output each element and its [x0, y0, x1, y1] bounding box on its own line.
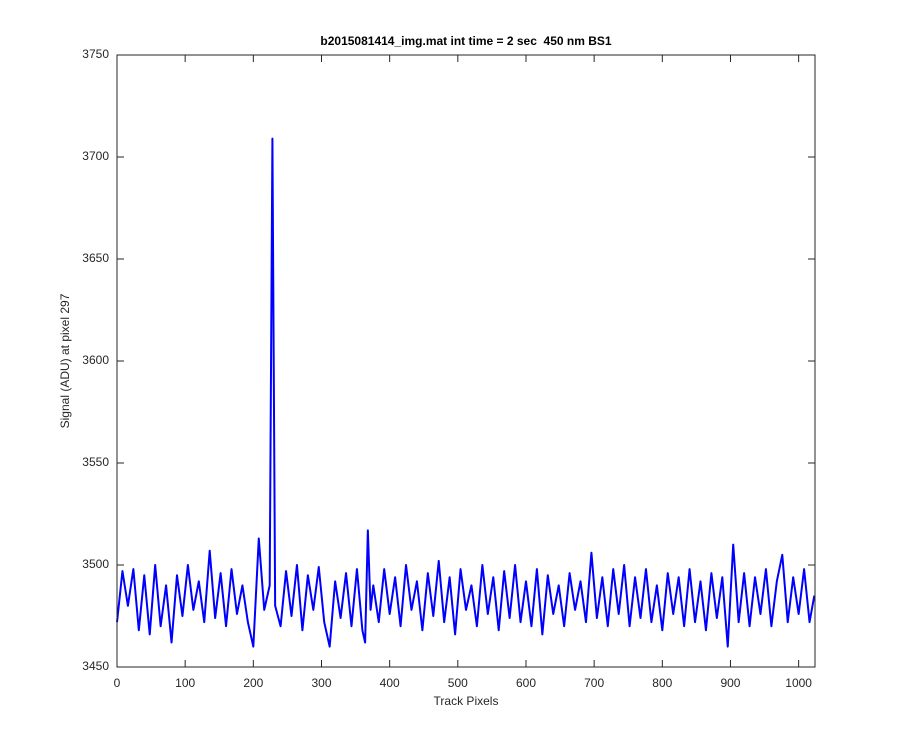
y-axis-label: Signal (ADU) at pixel 297	[58, 293, 72, 428]
x-tick-label: 1000	[785, 676, 812, 690]
x-tick-label: 600	[516, 676, 536, 690]
x-tick-label: 900	[720, 676, 740, 690]
x-tick-label: 800	[652, 676, 672, 690]
x-tick-label: 700	[584, 676, 604, 690]
plot-frame	[116, 54, 816, 668]
data-line	[116, 137, 816, 648]
y-tick-label: 3450	[82, 659, 109, 673]
y-tick-label: 3700	[82, 149, 109, 163]
x-axis-label: Track Pixels	[434, 694, 499, 708]
y-tick-label: 3750	[82, 47, 109, 61]
x-tick-label: 400	[380, 676, 400, 690]
y-tick-label: 3650	[82, 251, 109, 265]
y-tick-label: 3500	[82, 557, 109, 571]
y-tick-label: 3550	[82, 455, 109, 469]
x-tick-label: 200	[243, 676, 263, 690]
chart-title: b2015081414_img.mat int time = 2 sec 450…	[320, 34, 611, 48]
x-tick-label: 300	[311, 676, 331, 690]
x-tick-label: 0	[114, 676, 121, 690]
x-tick-label: 500	[448, 676, 468, 690]
y-tick-label: 3600	[82, 353, 109, 367]
x-tick-label: 100	[175, 676, 195, 690]
